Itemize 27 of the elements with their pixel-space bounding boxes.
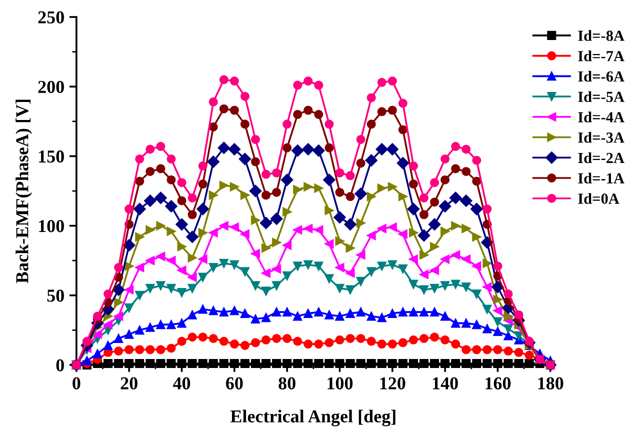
x-tick-label: 180: [538, 377, 564, 390]
legend-label: Id=-7A: [578, 50, 624, 62]
x-tick-label: 20: [120, 377, 138, 390]
legend-label: Id=-1A: [578, 172, 624, 184]
x-tick-label: 120: [380, 377, 406, 390]
legend-label: Id=-5A: [578, 91, 624, 102]
x-tick-label: 0: [72, 377, 80, 390]
x-tick-label: 100: [328, 377, 353, 390]
x-tick-label: 80: [278, 377, 296, 390]
y-tick-label: 150: [39, 150, 64, 163]
y-tick-label: 50: [47, 290, 64, 302]
x-tick-label: 40: [172, 377, 190, 390]
y-tick-label: 200: [38, 80, 64, 94]
legend-label: Id=0A: [578, 193, 620, 204]
legend-label: Id=-2A: [578, 152, 624, 164]
legend-label: Id=-3A: [578, 132, 624, 143]
legend-label: Id=-4A: [578, 112, 624, 122]
legend-label: Id=-6A: [578, 70, 624, 82]
y-tick-label: 100: [39, 220, 64, 232]
y-axis-title: Back-EMF(PhaseA) [V]: [16, 100, 32, 284]
x-tick-label: 140: [432, 377, 458, 390]
x-tick-label: 160: [486, 377, 511, 390]
y-tick-label: 250: [38, 11, 64, 24]
legend-label: Id=-8A: [578, 30, 624, 41]
x-tick-label: 60: [226, 377, 243, 390]
x-axis-title: Electrical Angel [deg]: [230, 410, 396, 426]
y-tick-label: 0: [56, 359, 64, 372]
